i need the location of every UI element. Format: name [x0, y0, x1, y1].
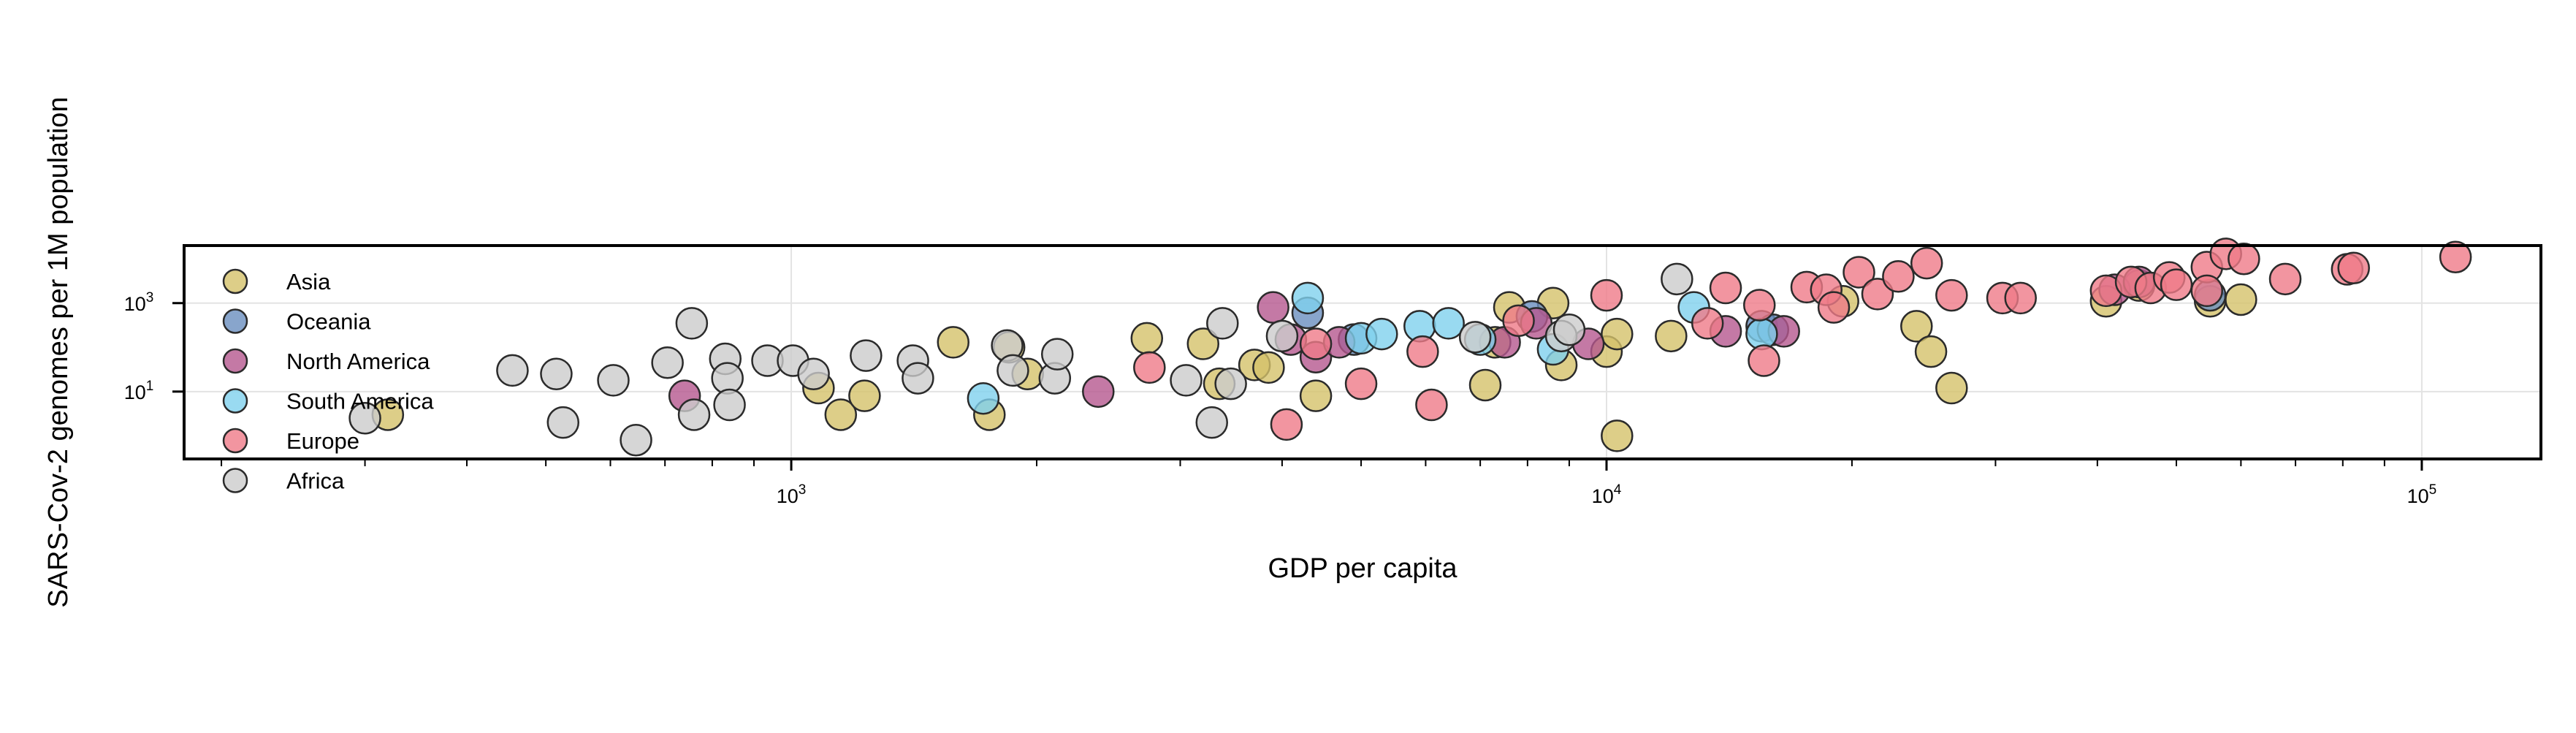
- point-africa: [675, 307, 709, 340]
- legend-label-oceania: Oceania: [286, 309, 371, 335]
- point-europe: [1861, 278, 1894, 311]
- data-points: [348, 238, 2472, 457]
- point-south-america: [967, 381, 1000, 415]
- point-europe: [1882, 260, 1915, 293]
- point-europe: [1133, 351, 1166, 384]
- point-europe: [1344, 367, 1378, 400]
- point-europe: [1691, 307, 1724, 340]
- point-africa: [597, 364, 630, 397]
- point-europe: [1299, 327, 1333, 360]
- point-europe: [1743, 289, 1776, 322]
- point-africa: [713, 388, 746, 422]
- legend-marker-europe: [222, 428, 248, 454]
- point-africa: [546, 406, 580, 439]
- point-europe: [1935, 278, 1968, 312]
- legend: Asia Oceania North America South America Eur…: [222, 268, 434, 494]
- point-south-america: [1432, 307, 1465, 340]
- point-europe: [2004, 281, 2037, 315]
- legend-label-north-america: North America: [286, 349, 430, 374]
- legend-label-europe: Europe: [286, 428, 359, 454]
- point-south-america: [1365, 317, 1398, 351]
- point-africa: [850, 339, 883, 372]
- point-europe: [1709, 271, 1742, 305]
- axis-ticks: 103 104 105 101 103: [124, 290, 2437, 507]
- point-asia: [848, 379, 881, 412]
- point-asia: [824, 398, 858, 431]
- point-europe: [1502, 304, 1535, 338]
- point-europe: [1817, 291, 1851, 324]
- point-europe: [2337, 251, 2370, 285]
- point-africa: [620, 423, 652, 457]
- plot-area-frame: [183, 244, 2542, 460]
- legend-marker-south-america: [222, 388, 248, 414]
- point-europe: [2268, 262, 2302, 296]
- point-africa: [997, 354, 1029, 387]
- legend-marker-africa: [222, 468, 248, 493]
- point-asia: [937, 326, 970, 359]
- point-asia: [1655, 319, 1688, 353]
- legend-label-africa: Africa: [286, 468, 345, 494]
- point-europe: [2190, 274, 2224, 308]
- point-asia: [1468, 368, 1502, 402]
- point-europe: [1843, 256, 1875, 289]
- point-europe: [1748, 344, 1780, 377]
- point-africa: [1458, 321, 1492, 354]
- point-europe: [2160, 268, 2193, 301]
- point-asia: [1299, 379, 1333, 412]
- y-tick-label: 101: [124, 379, 154, 403]
- point-asia: [1252, 351, 1285, 384]
- legend-marker-oceania: [222, 308, 248, 334]
- point-europe: [2228, 242, 2260, 276]
- point-africa: [1265, 319, 1299, 353]
- point-africa: [1195, 406, 1228, 439]
- legend-label-south-america: South America: [286, 389, 434, 414]
- point-asia: [1900, 310, 1933, 343]
- point-africa: [1170, 364, 1203, 397]
- point-asia: [1130, 322, 1164, 355]
- point-asia: [1601, 317, 1634, 351]
- point-europe: [1270, 408, 1303, 441]
- point-north-america: [1082, 375, 1115, 409]
- point-africa: [1661, 262, 1693, 296]
- point-africa: [1206, 307, 1239, 340]
- point-africa: [540, 357, 573, 390]
- point-africa: [1552, 313, 1586, 346]
- point-africa: [651, 346, 684, 379]
- point-europe: [1406, 335, 1439, 368]
- point-asia: [1914, 335, 1948, 368]
- point-africa: [496, 354, 529, 387]
- x-axis-label: GDP per capita: [1268, 553, 1457, 584]
- x-tick-label: 104: [1592, 482, 1622, 507]
- x-tick-label: 103: [777, 482, 807, 507]
- point-south-america: [1291, 281, 1325, 315]
- legend-label-asia: Asia: [286, 269, 331, 295]
- point-africa: [797, 357, 830, 390]
- point-africa: [348, 402, 381, 435]
- point-europe: [1590, 278, 1623, 312]
- x-tick-label: 105: [2407, 482, 2437, 507]
- point-europe: [1415, 388, 1448, 422]
- y-tick-label: 103: [124, 290, 154, 315]
- point-asia: [1186, 327, 1220, 360]
- legend-marker-asia: [222, 268, 248, 295]
- point-africa: [902, 362, 934, 395]
- y-axis-label: SARS-Cov-2 genomes per 1M population: [43, 96, 74, 607]
- legend-marker-north-america: [222, 348, 248, 374]
- point-africa: [1040, 338, 1074, 371]
- point-north-america: [1257, 291, 1289, 324]
- point-asia: [1935, 371, 1968, 405]
- point-asia: [2225, 283, 2257, 316]
- point-europe: [1910, 246, 1943, 280]
- point-africa: [1214, 367, 1247, 400]
- point-asia: [1601, 419, 1634, 452]
- point-africa: [677, 398, 711, 431]
- point-europe: [2439, 240, 2472, 273]
